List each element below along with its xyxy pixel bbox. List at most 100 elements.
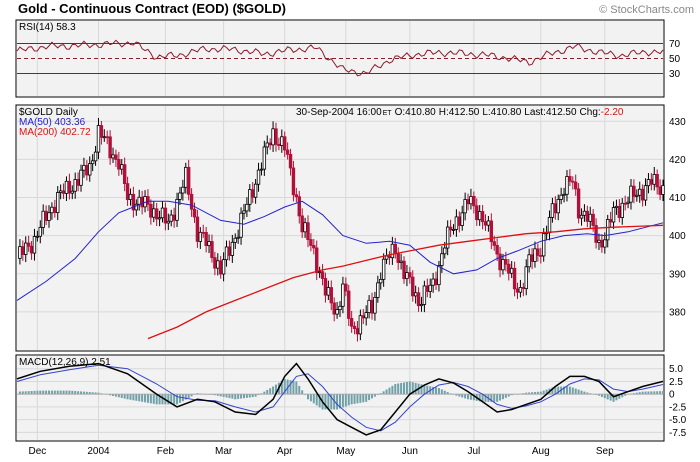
candle-body	[588, 213, 592, 222]
macd-histogram-bar	[341, 394, 344, 408]
candle-body	[184, 166, 188, 188]
candle-body	[460, 212, 464, 226]
candle-body	[117, 159, 121, 170]
x-tick-label: Jun	[402, 446, 418, 457]
candle-body	[579, 214, 584, 219]
candle-body	[236, 236, 240, 239]
macd-histogram-bar	[222, 394, 225, 397]
macd-histogram-bar	[161, 394, 164, 405]
macd-histogram-bar	[478, 394, 481, 402]
x-tick-label: Feb	[157, 446, 175, 457]
macd-histogram-bar	[551, 387, 554, 395]
candle-body	[547, 216, 552, 234]
macd-histogram-bar	[347, 394, 350, 406]
macd-histogram-bar	[644, 391, 647, 395]
macd-histogram-bar	[237, 394, 240, 399]
candle-body	[67, 180, 72, 194]
candle-body	[568, 176, 572, 182]
macd-histogram-bar	[30, 391, 33, 395]
macd-histogram-bar	[42, 390, 45, 395]
candle-body	[233, 237, 237, 243]
candle-body	[521, 287, 526, 290]
ma200-legend: MA(200) 402.72	[19, 127, 91, 138]
candle-body	[256, 169, 261, 185]
macd-histogram-bar	[59, 390, 62, 395]
macd-histogram-bar	[68, 390, 71, 395]
macd-histogram-bar	[65, 390, 68, 395]
candle-body	[140, 196, 144, 208]
macd-histogram-bar	[88, 392, 91, 395]
candle-body	[24, 242, 28, 255]
macd-histogram-bar	[522, 393, 525, 395]
candle-body	[530, 254, 534, 262]
x-tick-label: Apr	[277, 446, 293, 457]
candle-body	[21, 246, 25, 255]
candle-body	[498, 253, 502, 271]
candle-body	[393, 243, 397, 255]
macd-signal-line	[16, 364, 664, 432]
macd-line	[16, 362, 664, 436]
macd-tick-label: 5.0	[669, 364, 683, 375]
macd-histogram-bar	[545, 389, 548, 395]
candle-body	[620, 202, 624, 218]
macd-histogram-bar	[368, 394, 371, 401]
macd-histogram-bar	[306, 394, 309, 400]
macd-histogram-bar	[45, 390, 48, 395]
candle-body	[661, 185, 665, 195]
candle-body	[434, 278, 438, 286]
candle-body	[594, 225, 598, 243]
candle-body	[466, 199, 470, 205]
macd-histogram-bar	[62, 390, 65, 395]
macd-histogram-bar	[240, 394, 243, 399]
macd-histogram-bar	[80, 391, 83, 395]
macd-histogram-bar	[388, 387, 391, 395]
candle-body	[47, 212, 51, 221]
macd-histogram-bar	[638, 392, 641, 395]
macd-histogram-bar	[362, 394, 365, 403]
macd-histogram-bar	[48, 390, 51, 395]
price-panel-label: $GOLD Daily	[19, 107, 78, 118]
macd-histogram-bar	[580, 390, 583, 395]
candle-body	[64, 180, 69, 194]
macd-histogram-bar	[609, 394, 612, 401]
macd-histogram-bar	[242, 394, 245, 399]
candle-body	[425, 285, 429, 292]
macd-plot	[16, 362, 664, 436]
candle-body	[251, 189, 255, 198]
ma50-line	[16, 200, 664, 301]
candle-body	[224, 246, 229, 261]
candle-body	[93, 151, 98, 162]
macd-histogram-bar	[647, 391, 650, 395]
candle-body	[431, 278, 435, 286]
candle-body	[352, 325, 357, 329]
candle-body	[582, 210, 587, 216]
macd-histogram-bar	[600, 394, 603, 397]
candle-body	[297, 196, 301, 217]
macd-histogram-bar	[353, 394, 356, 404]
macd-histogram-bar	[97, 392, 100, 395]
candle-body	[192, 208, 197, 218]
candle-body	[338, 305, 342, 311]
axes: Dec 2004 Feb Mar Apr May Jun Jul Aug Sep 430 420 410…	[28, 39, 686, 457]
macd-histogram-bar	[391, 385, 394, 395]
macd-histogram-bar	[557, 386, 560, 395]
macd-histogram-bar	[234, 394, 237, 400]
candle-body	[658, 186, 662, 195]
chart-title: Gold - Continuous Contract (EOD) ($GOLD)	[18, 1, 286, 16]
macd-histogram-bar	[312, 394, 315, 404]
candle-body	[108, 136, 112, 159]
macd-histogram-bar	[251, 394, 254, 398]
candle-body	[367, 299, 371, 313]
candle-body	[649, 179, 654, 185]
price-tick-label: 430	[669, 117, 686, 128]
candle-body	[606, 219, 610, 241]
x-tick-label: Dec	[28, 446, 46, 457]
candle-body	[451, 229, 456, 231]
candle-body	[56, 192, 60, 214]
macd-histogram-bar	[659, 391, 662, 395]
macd-histogram-bar	[144, 394, 147, 403]
macd-histogram-bar	[641, 391, 644, 395]
macd-histogram-bar	[158, 394, 161, 405]
macd-histogram-bar	[295, 381, 298, 395]
